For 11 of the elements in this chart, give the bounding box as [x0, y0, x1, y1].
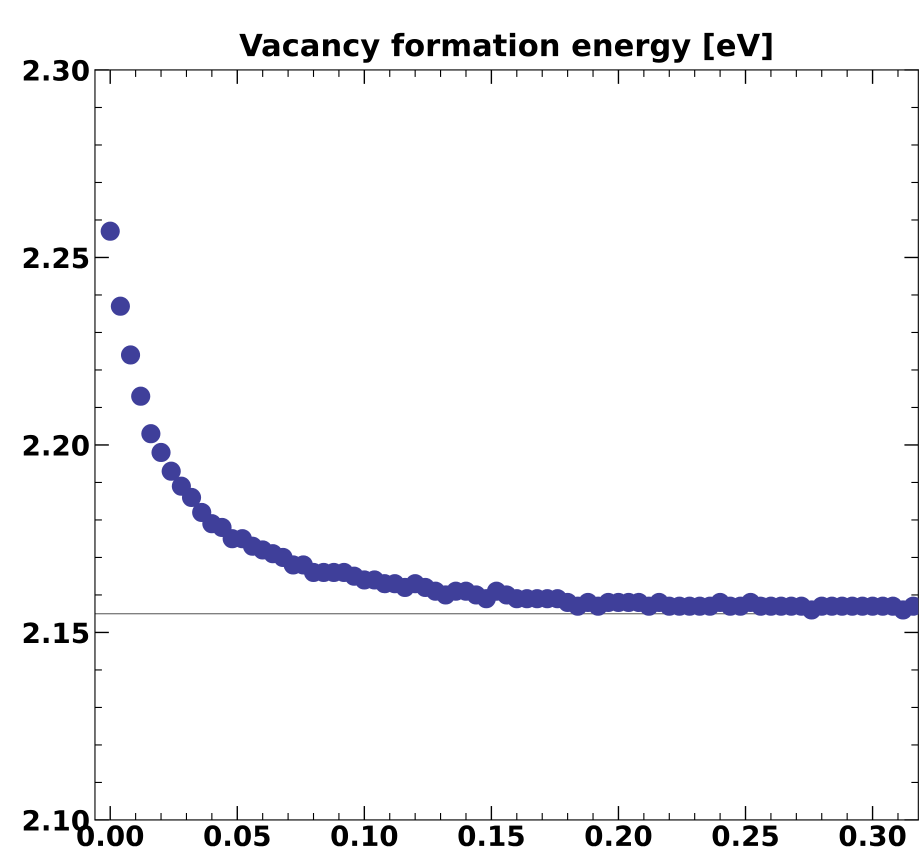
- chart-title: Vacancy formation energy [eV]: [239, 32, 772, 63]
- y-tick-label: 2.15: [24, 622, 88, 644]
- x-tick-label: 0.10: [331, 825, 398, 846]
- x-tick-label: 0.30: [840, 825, 906, 846]
- x-tick-label: 0.15: [458, 825, 524, 846]
- x-tick-label: 0.05: [204, 825, 270, 846]
- y-tick-label: 2.30: [24, 60, 89, 81]
- x-tick-label: 0.25: [712, 825, 778, 846]
- x-tick-label: 0.20: [586, 825, 652, 846]
- y-tick-label: 2.25: [24, 247, 88, 268]
- y-tick-label: 2.20: [24, 434, 89, 456]
